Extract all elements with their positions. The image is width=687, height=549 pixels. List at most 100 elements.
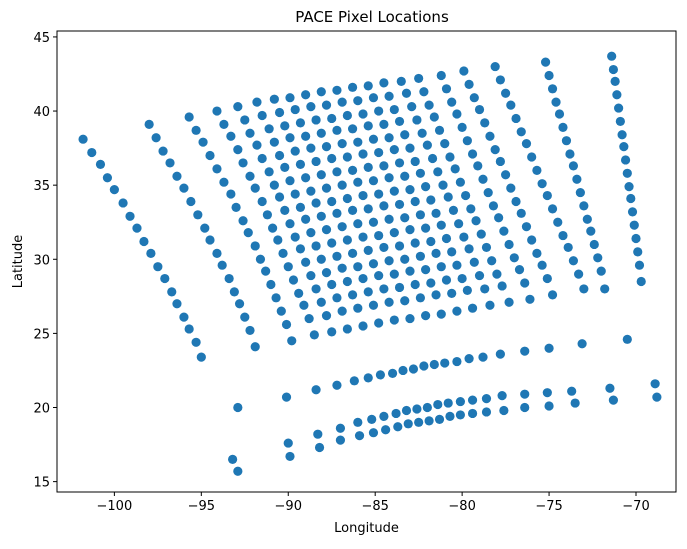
data-point (433, 399, 443, 410)
data-point (358, 149, 368, 159)
x-tick-label: −70 (622, 499, 649, 514)
data-point (495, 75, 505, 85)
data-point (342, 193, 352, 204)
data-point (542, 388, 552, 398)
data-point (257, 196, 267, 207)
data-point (363, 287, 373, 297)
data-point (405, 185, 415, 195)
data-point (358, 190, 368, 201)
data-point (374, 318, 384, 328)
plot-frame (56, 30, 677, 493)
data-point (368, 300, 379, 310)
data-point (478, 174, 488, 184)
data-point (233, 466, 243, 476)
data-point (309, 330, 319, 340)
data-point (233, 102, 243, 112)
data-point (455, 396, 465, 407)
data-point (290, 146, 300, 156)
data-point (144, 119, 154, 129)
y-tick-label: 15 (33, 476, 50, 491)
data-point (542, 273, 552, 284)
data-point (381, 425, 391, 435)
data-point (285, 451, 295, 462)
data-point (342, 235, 352, 245)
data-point (600, 284, 610, 294)
data-point (391, 408, 401, 419)
data-point (288, 275, 299, 285)
data-point (379, 242, 389, 253)
data-point (452, 306, 462, 316)
data-point (379, 119, 389, 129)
data-point (299, 300, 309, 310)
data-point (311, 241, 321, 251)
data-point (403, 419, 413, 429)
data-point (558, 230, 568, 241)
data-point (572, 174, 582, 184)
data-point (233, 144, 243, 155)
data-point (337, 306, 347, 316)
data-point (622, 168, 632, 178)
data-point (332, 208, 342, 218)
data-point (431, 248, 441, 258)
data-point (485, 300, 495, 310)
data-point (276, 306, 286, 316)
data-point (290, 189, 300, 199)
data-point (567, 386, 577, 396)
data-point (497, 281, 507, 291)
data-point (469, 93, 479, 103)
data-point (429, 112, 439, 122)
data-point (520, 389, 530, 399)
data-point (367, 414, 377, 424)
data-point (146, 248, 156, 258)
data-point (379, 284, 389, 294)
data-point (217, 260, 227, 270)
data-point (219, 177, 229, 187)
data-point (626, 193, 636, 204)
data-point (139, 236, 149, 247)
data-point (607, 51, 617, 61)
data-point (485, 131, 495, 141)
data-point (520, 346, 530, 356)
data-point (347, 124, 358, 134)
x-tick-label: −90 (275, 499, 302, 514)
data-point (342, 152, 352, 162)
data-point (455, 410, 465, 420)
data-point (238, 158, 248, 168)
data-point (389, 227, 399, 238)
data-point (316, 297, 326, 307)
data-point (280, 205, 290, 215)
data-point (579, 284, 589, 294)
data-point (257, 110, 267, 121)
y-tick-label: 20 (33, 402, 50, 417)
data-point (417, 128, 427, 138)
data-point (384, 173, 394, 183)
data-point (238, 216, 248, 226)
data-point (363, 245, 373, 255)
data-point (454, 219, 464, 229)
data-point (490, 144, 500, 155)
data-point (191, 125, 201, 135)
data-point (466, 204, 476, 214)
data-point (306, 227, 316, 238)
data-point (353, 417, 363, 427)
data-point (400, 130, 410, 140)
data-point (332, 125, 342, 135)
data-point (476, 229, 486, 239)
data-point (450, 164, 460, 174)
data-point (389, 186, 399, 196)
data-point (436, 220, 446, 230)
data-point (421, 223, 431, 233)
data-point (474, 104, 485, 115)
data-point (464, 353, 474, 364)
data-point (478, 352, 488, 362)
data-point (374, 189, 384, 199)
data-point (78, 134, 88, 144)
data-point (471, 216, 481, 226)
data-point (285, 93, 295, 103)
chart-title: PACE Pixel Locations (295, 8, 449, 26)
data-point (368, 217, 379, 227)
data-point (384, 297, 394, 307)
data-point (313, 429, 323, 439)
